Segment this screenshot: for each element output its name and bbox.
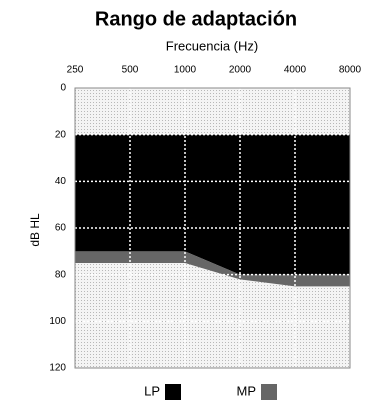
x-tick-label: 250 [67,65,84,76]
plot-border [74,87,351,369]
legend-label: LP [144,383,160,398]
y-tick-label: 40 [55,176,67,187]
x-tick-label: 500 [122,65,139,76]
y-tick-label: 0 [60,83,66,94]
legend-swatch [165,384,181,400]
y-tick-label: 60 [55,223,67,234]
x-axis-label: Frecuencia (Hz) [166,38,258,53]
x-tick-label: 8000 [339,65,362,76]
x-tick-label: 2000 [229,65,252,76]
y-axis-label: dB HL [28,213,42,247]
legend-swatch [261,384,277,400]
y-tick-label: 100 [49,316,66,327]
y-tick-label: 120 [49,363,66,374]
y-tick-label: 80 [55,269,67,280]
y-tick-label: 20 [55,129,67,140]
chart-title: Rango de adaptación [95,8,297,30]
range-area [75,134,350,275]
x-tick-label: 4000 [284,65,307,76]
legend-label: MP [237,383,257,398]
x-tick-label: 1000 [174,65,197,76]
range-area [75,251,350,287]
